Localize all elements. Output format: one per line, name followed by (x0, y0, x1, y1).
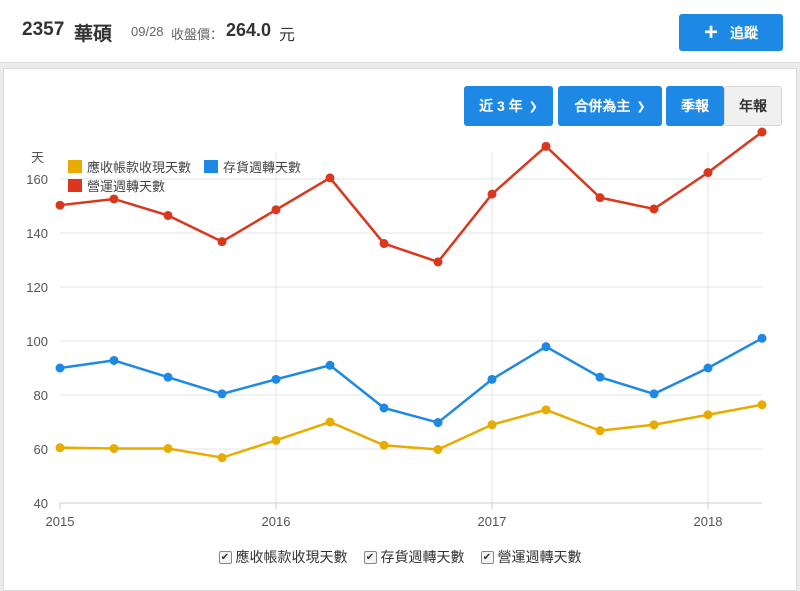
data-point (55, 363, 65, 373)
legend-toggle-inventory[interactable]: ✔ 存貨週轉天數 (363, 547, 465, 567)
tab-year[interactable]: 年報 (724, 86, 782, 126)
data-point (703, 363, 713, 373)
legend-swatch (204, 160, 218, 173)
y-tick-label: 100 (26, 334, 48, 349)
data-point (757, 400, 767, 410)
data-point (595, 372, 605, 382)
legend-label: 存貨週轉天數 (223, 160, 301, 176)
data-point (271, 435, 281, 445)
data-point (325, 360, 335, 370)
range-dropdown-label: 近 3 年 (479, 98, 523, 114)
y-tick-label: 140 (26, 226, 48, 241)
data-point (379, 440, 389, 450)
data-point (541, 405, 551, 415)
data-point (325, 417, 335, 427)
data-point (379, 239, 389, 249)
legend-toggle-operating[interactable]: ✔ 營運週轉天數 (480, 547, 582, 567)
chevron-down-icon: ❯ (528, 100, 538, 113)
data-point (379, 403, 389, 413)
data-point (433, 445, 443, 455)
data-point (325, 173, 335, 183)
data-point (487, 374, 497, 384)
data-point (649, 204, 659, 214)
tab-year-label: 年報 (739, 98, 767, 114)
chart-panel (3, 68, 797, 591)
close-date: 09/28 (131, 24, 164, 39)
data-point (163, 443, 173, 453)
data-point (487, 420, 497, 430)
data-point (757, 333, 767, 343)
data-point (217, 453, 227, 463)
x-tick-label: 2017 (478, 514, 507, 529)
bottom-legend: ✔ 應收帳款收現天數 ✔ 存貨週轉天數 ✔ 營運週轉天數 (0, 545, 800, 569)
legend-swatch (68, 179, 82, 192)
legend-toggle-receivable[interactable]: ✔ 應收帳款收現天數 (218, 547, 348, 567)
y-tick-label: 40 (34, 496, 48, 511)
chevron-down-icon: ❯ (636, 100, 646, 113)
track-button[interactable]: + 追蹤 (679, 14, 783, 51)
data-point (595, 426, 605, 436)
legend-toggle-label: 存貨週轉天數 (380, 550, 465, 566)
data-point (703, 410, 713, 420)
track-button-label: 追蹤 (730, 24, 758, 41)
x-tick-label: 2015 (46, 514, 75, 529)
data-point (55, 443, 65, 453)
checkbox-icon: ✔ (363, 550, 377, 564)
data-point (109, 443, 119, 453)
legend-toggle-label: 應收帳款收現天數 (235, 550, 348, 566)
data-point (649, 389, 659, 399)
data-point (163, 210, 173, 220)
data-point (595, 193, 605, 203)
series-line (59, 403, 763, 459)
data-point (217, 237, 227, 247)
scope-dropdown[interactable]: 合併為主 ❯ (558, 86, 662, 126)
data-point (109, 355, 119, 365)
x-tick-label: 2018 (694, 514, 723, 529)
data-point (271, 205, 281, 215)
scope-dropdown-label: 合併為主 (574, 98, 631, 114)
data-point (163, 372, 173, 382)
stock-header: 2357 華碩 09/28 收盤價： 264.0 元 + 追蹤 (0, 0, 800, 63)
checkbox-icon: ✔ (480, 550, 494, 564)
plus-icon: + (703, 18, 718, 46)
data-point (541, 342, 551, 352)
data-point (649, 420, 659, 430)
range-dropdown[interactable]: 近 3 年 ❯ (464, 86, 553, 126)
close-price-label: 收盤價： (171, 27, 224, 42)
series-line (59, 131, 763, 264)
close-price: 264.0 (226, 20, 272, 40)
y-axis-label: 天 (31, 150, 44, 165)
legend-label: 營運週轉天數 (87, 180, 165, 195)
stock-id: 2357 (22, 19, 65, 40)
data-point (433, 418, 443, 428)
checkbox-icon: ✔ (218, 550, 232, 564)
data-point (55, 200, 65, 210)
data-point (703, 168, 713, 178)
data-point (271, 374, 281, 384)
tab-season[interactable]: 季報 (666, 86, 724, 126)
close-price-unit: 元 (279, 27, 296, 44)
data-point (433, 257, 443, 267)
x-tick-label: 2016 (262, 514, 291, 529)
y-tick-label: 60 (34, 442, 48, 457)
legend-label: 應收帳款收現天數 (87, 160, 191, 176)
data-point (757, 127, 767, 137)
y-tick-label: 160 (26, 172, 48, 187)
legend-swatch (68, 160, 82, 173)
data-point (487, 189, 497, 199)
data-point (217, 389, 227, 399)
data-point (109, 194, 119, 204)
tab-season-label: 季報 (681, 98, 709, 114)
data-point (541, 141, 551, 151)
series-line (59, 337, 763, 424)
legend-toggle-label: 營運週轉天數 (497, 550, 582, 566)
y-tick-label: 80 (34, 388, 48, 403)
y-tick-label: 120 (26, 280, 48, 295)
stock-name: 華碩 (74, 24, 113, 45)
